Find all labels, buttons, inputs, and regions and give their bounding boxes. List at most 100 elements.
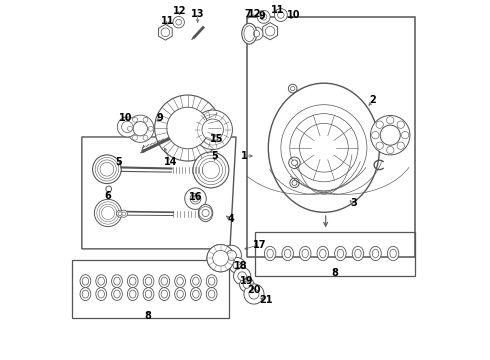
- Ellipse shape: [388, 246, 399, 261]
- Ellipse shape: [206, 275, 217, 288]
- Text: 3: 3: [350, 198, 357, 208]
- Circle shape: [176, 19, 181, 25]
- Ellipse shape: [370, 246, 381, 261]
- Text: 7: 7: [245, 9, 251, 19]
- Circle shape: [233, 261, 241, 269]
- Circle shape: [155, 95, 220, 161]
- Circle shape: [292, 160, 297, 166]
- Circle shape: [207, 244, 234, 272]
- Circle shape: [167, 107, 208, 149]
- Ellipse shape: [208, 277, 215, 285]
- Text: 18: 18: [234, 261, 247, 271]
- Circle shape: [253, 31, 260, 37]
- Circle shape: [127, 126, 132, 131]
- Circle shape: [190, 193, 201, 204]
- Ellipse shape: [114, 290, 120, 298]
- Ellipse shape: [80, 275, 91, 288]
- Text: 8: 8: [331, 267, 338, 278]
- Ellipse shape: [208, 290, 215, 298]
- Circle shape: [133, 135, 138, 140]
- Circle shape: [243, 281, 250, 288]
- Ellipse shape: [319, 249, 326, 258]
- Circle shape: [387, 117, 394, 124]
- Ellipse shape: [302, 249, 309, 258]
- Circle shape: [292, 180, 297, 185]
- Circle shape: [234, 267, 251, 285]
- Ellipse shape: [390, 249, 396, 258]
- Text: 17: 17: [253, 239, 267, 249]
- Ellipse shape: [265, 246, 276, 261]
- Ellipse shape: [191, 275, 201, 288]
- Text: 11: 11: [271, 5, 285, 15]
- Circle shape: [161, 28, 170, 37]
- Ellipse shape: [146, 290, 152, 298]
- Text: 15: 15: [210, 134, 224, 144]
- Ellipse shape: [146, 277, 152, 285]
- Text: 2: 2: [369, 95, 376, 105]
- Text: 16: 16: [189, 192, 202, 202]
- Ellipse shape: [112, 275, 122, 288]
- Text: 19: 19: [240, 276, 253, 287]
- Ellipse shape: [282, 246, 294, 261]
- Circle shape: [291, 86, 295, 91]
- Circle shape: [133, 122, 147, 136]
- Ellipse shape: [177, 290, 183, 298]
- Text: 10: 10: [119, 113, 133, 123]
- Circle shape: [214, 251, 228, 265]
- Circle shape: [126, 115, 154, 142]
- Ellipse shape: [175, 288, 186, 301]
- Ellipse shape: [267, 249, 273, 258]
- Circle shape: [193, 110, 232, 149]
- Ellipse shape: [242, 23, 257, 44]
- Ellipse shape: [335, 246, 346, 261]
- Ellipse shape: [143, 288, 154, 301]
- Ellipse shape: [114, 277, 120, 285]
- Ellipse shape: [299, 246, 311, 261]
- Circle shape: [250, 27, 263, 40]
- Circle shape: [401, 131, 409, 139]
- Ellipse shape: [143, 275, 154, 288]
- Ellipse shape: [161, 290, 168, 298]
- Circle shape: [202, 119, 223, 140]
- Text: 11: 11: [161, 17, 174, 27]
- Ellipse shape: [285, 249, 291, 258]
- Circle shape: [240, 278, 254, 292]
- Text: 6: 6: [105, 191, 111, 201]
- Circle shape: [221, 245, 242, 265]
- Ellipse shape: [82, 290, 89, 298]
- Circle shape: [257, 10, 270, 23]
- Circle shape: [376, 121, 383, 128]
- Ellipse shape: [96, 288, 107, 301]
- Circle shape: [106, 186, 112, 192]
- Ellipse shape: [129, 290, 136, 298]
- Ellipse shape: [127, 288, 138, 301]
- Text: 9: 9: [156, 113, 163, 123]
- Polygon shape: [159, 24, 172, 40]
- Circle shape: [260, 14, 267, 20]
- Circle shape: [397, 121, 404, 128]
- Circle shape: [238, 272, 246, 280]
- Ellipse shape: [98, 277, 104, 285]
- Circle shape: [117, 210, 124, 217]
- Ellipse shape: [269, 83, 379, 212]
- Ellipse shape: [355, 249, 361, 258]
- Ellipse shape: [82, 277, 89, 285]
- Ellipse shape: [372, 249, 379, 258]
- Circle shape: [290, 178, 299, 188]
- Ellipse shape: [161, 277, 168, 285]
- Circle shape: [148, 126, 153, 131]
- Text: 1: 1: [241, 151, 247, 161]
- Text: 13: 13: [191, 9, 204, 19]
- Ellipse shape: [112, 288, 122, 301]
- Circle shape: [120, 210, 127, 217]
- Circle shape: [193, 152, 229, 188]
- Circle shape: [93, 155, 122, 184]
- Ellipse shape: [129, 277, 136, 285]
- Circle shape: [117, 117, 137, 137]
- Circle shape: [213, 250, 228, 266]
- Circle shape: [289, 157, 300, 168]
- Text: 12: 12: [173, 6, 187, 17]
- Circle shape: [122, 212, 125, 216]
- Circle shape: [192, 195, 199, 202]
- Text: 21: 21: [259, 296, 272, 306]
